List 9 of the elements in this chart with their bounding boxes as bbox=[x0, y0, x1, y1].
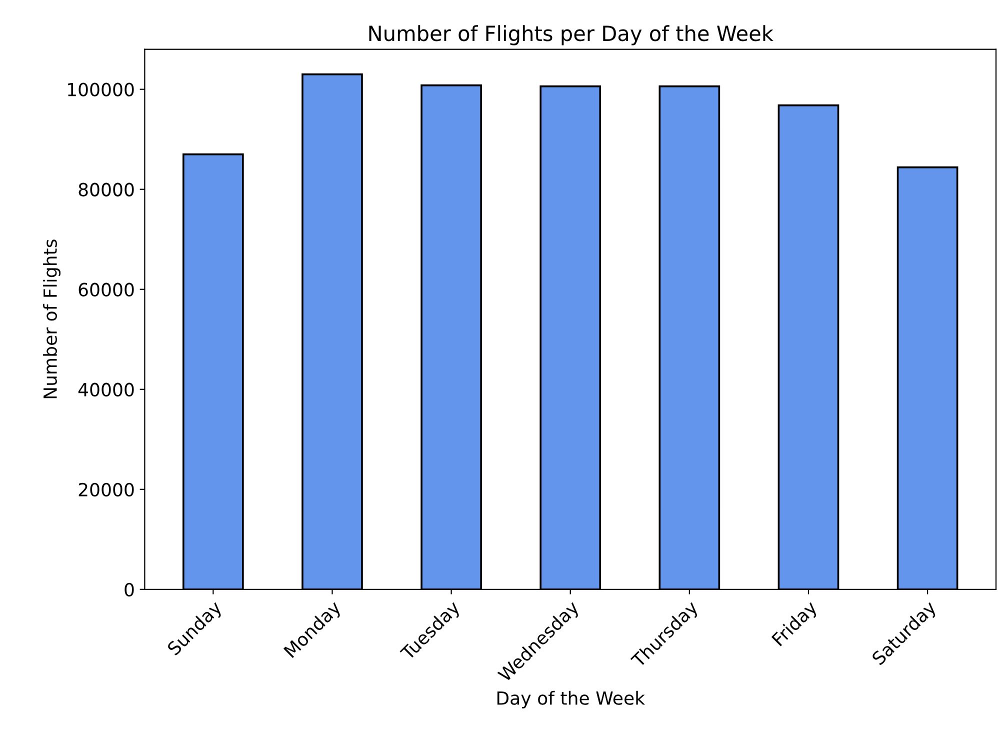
y-tick-label: 100000 bbox=[68, 82, 134, 96]
y-tick-label: 0 bbox=[124, 582, 134, 596]
x-axis-title: Day of the Week bbox=[497, 690, 645, 708]
y-tick-label: 20000 bbox=[78, 482, 134, 496]
y-tick-label: 40000 bbox=[78, 382, 134, 396]
y-axis-title: Number of Flights bbox=[43, 240, 61, 398]
chart-title: Number of Flights per Day of the Week bbox=[369, 25, 774, 46]
y-tick-label: 80000 bbox=[78, 182, 134, 196]
y-tick-label: 60000 bbox=[78, 282, 134, 296]
